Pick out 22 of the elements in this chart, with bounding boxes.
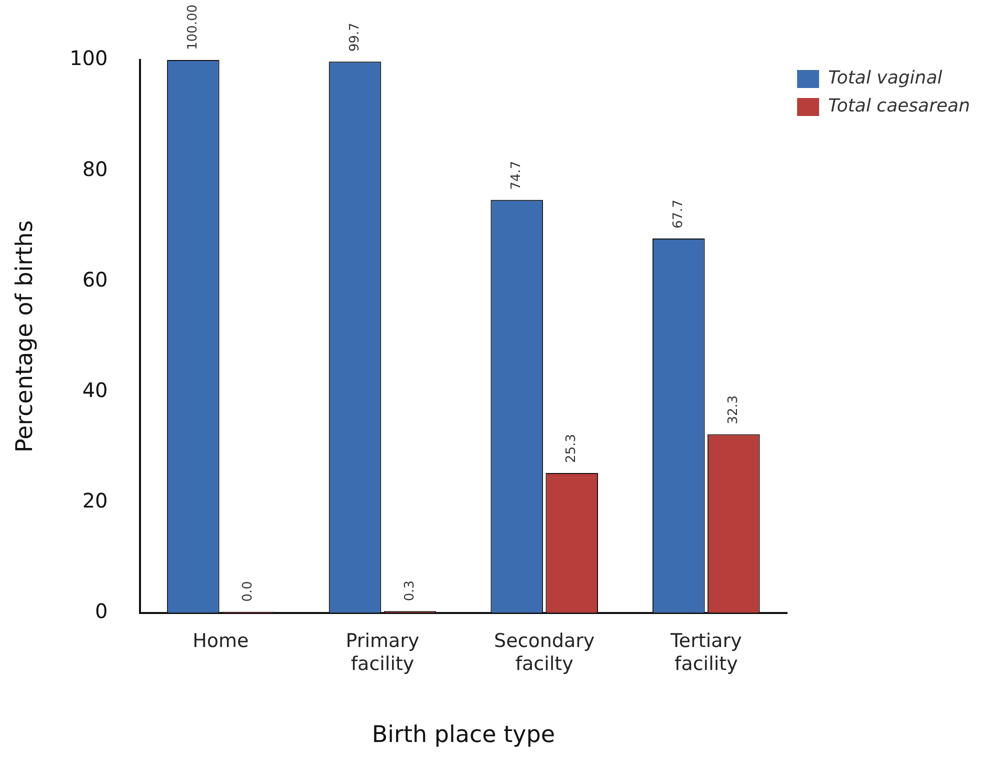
legend-label: Total caesarean — [828, 96, 970, 117]
y-axis-title: Percentage of births — [12, 220, 38, 452]
data-label: 67.7 — [671, 200, 686, 229]
y-tick-label: 100 — [70, 46, 108, 70]
y-tick-label: 40 — [82, 378, 108, 402]
data-label: 32.3 — [726, 395, 742, 424]
x-tick-label: Secondary facilty — [494, 630, 595, 675]
y-tick-label: 20 — [82, 488, 108, 512]
data-label: 74.7 — [509, 160, 524, 190]
data-label: 0.3 — [402, 580, 418, 602]
x-tick-label: Primary facility — [346, 630, 420, 675]
data-label: 99.7 — [347, 22, 362, 52]
data-label: 0.0 — [240, 581, 256, 602]
data-label: 25.3 — [564, 434, 580, 463]
x-tick-label: Home — [192, 630, 249, 652]
legend-label: Total vaginal — [828, 68, 942, 89]
y-tick-label: 60 — [82, 267, 108, 292]
x-axis-title: Birth place type — [372, 722, 555, 748]
y-tick-label: 80 — [82, 156, 108, 181]
data-label: 100.00 — [186, 4, 201, 50]
y-tick-label: 0 — [95, 599, 108, 624]
x-tick-label: Tertiary facility — [670, 630, 742, 675]
